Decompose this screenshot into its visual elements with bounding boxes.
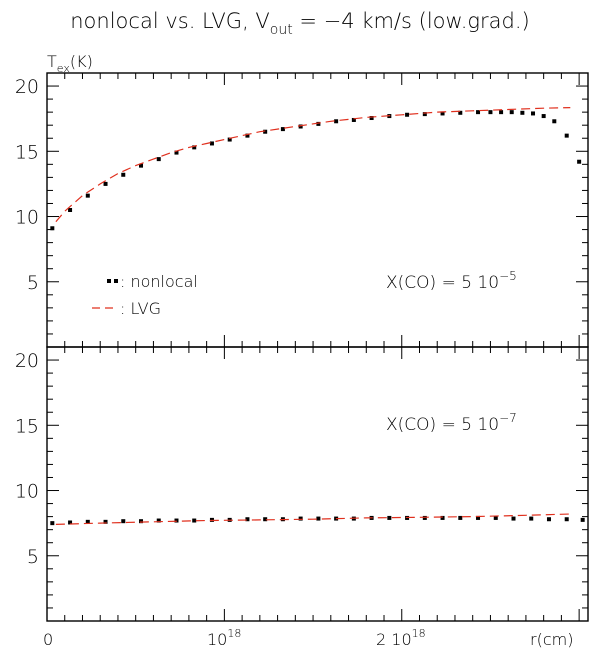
top-annotation-exp: −5 (499, 269, 517, 283)
top-nonlocal-point (68, 208, 73, 212)
x-tick-label-0: 0 (43, 630, 53, 649)
bottom-nonlocal-point (440, 515, 445, 520)
top-nonlocal-point (488, 110, 493, 115)
top-nonlocal-point (531, 111, 536, 116)
top-nonlocal-point (85, 193, 90, 198)
bottom-nonlocal-point (245, 517, 250, 522)
top-nonlocal-point (552, 119, 557, 124)
top-nonlocal-point (369, 116, 374, 121)
top-nonlocal-point (298, 124, 303, 129)
legend-nonlocal-marker (107, 279, 118, 283)
top-nonlocal-point (121, 172, 126, 177)
bottom-nonlocal-point (564, 517, 569, 522)
top-nonlocal-point (50, 226, 55, 231)
bottom-nonlocal-point (458, 515, 463, 520)
top-y-tick-label-15: 15 (15, 141, 39, 163)
title-subscript: out (270, 22, 293, 38)
top-nonlocal-point (156, 157, 161, 162)
legend-nonlocal-label: : nonlocal (120, 272, 198, 291)
bottom-annotation-base: X(CO) = 5 10 (386, 415, 499, 435)
legend-lvg-label: : LVG (120, 299, 161, 318)
top-nonlocal-point (174, 150, 179, 155)
top-nonlocal-point (192, 145, 197, 150)
top-nonlocal-point (564, 133, 569, 138)
x-tick-label-1e18: 1018 (207, 627, 241, 649)
bottom-y-tick-label-20: 20 (15, 350, 39, 372)
top-nonlocal-point (577, 159, 582, 164)
bottom-nonlocal-point (529, 516, 534, 521)
top-nonlocal-point (476, 110, 481, 115)
top-y-tick-label-5: 5 (27, 272, 39, 294)
bottom-nonlocal-point (546, 517, 551, 522)
top-panel-annotation: X(CO) = 5 10−5 (386, 269, 517, 293)
bottom-panel-frame (46, 346, 589, 622)
top-nonlocal-point (458, 110, 463, 115)
chart-title: nonlocal vs. LVG, Vout = −4 km/s (low.gr… (70, 9, 529, 38)
top-nonlocal-point (280, 127, 285, 132)
top-nonlocal-point (520, 110, 525, 115)
bottom-annotation-exp: −7 (499, 411, 517, 425)
bottom-nonlocal-point (476, 515, 481, 520)
y-axis-label-sub: ex (57, 62, 70, 75)
top-nonlocal-point (227, 137, 232, 142)
top-nonlocal-point (103, 181, 108, 186)
top-nonlocal-point (316, 121, 321, 126)
title-prefix: nonlocal vs. LVG, V (70, 9, 270, 33)
top-nonlocal-point (139, 163, 144, 168)
top-nonlocal-point (245, 133, 250, 138)
x-tick-2-base: 2 10 (376, 630, 412, 649)
y-axis-label: Tex(K) (47, 52, 93, 75)
top-annotation-base: X(CO) = 5 10 (386, 273, 499, 293)
top-series-lvg-line (55, 107, 571, 223)
top-nonlocal-point (263, 129, 268, 134)
top-nonlocal-point (509, 110, 514, 115)
top-panel: 5 10 15 20 (15, 73, 588, 347)
bottom-nonlocal-point (156, 518, 161, 523)
top-nonlocal-point (499, 110, 504, 115)
x-tick-1-exp: 18 (227, 627, 241, 640)
bottom-nonlocal-point (174, 518, 179, 523)
bottom-nonlocal-point (580, 517, 585, 522)
legend: : nonlocal : LVG (92, 272, 198, 318)
bottom-nonlocal-point (85, 519, 90, 524)
y-axis-label-unit: (K) (70, 52, 93, 71)
top-nonlocal-point (405, 112, 410, 117)
top-nonlocal-point (334, 119, 339, 124)
title-suffix: = −4 km/s (low.grad.) (293, 9, 530, 33)
bottom-y-tick-label-5: 5 (27, 546, 39, 568)
top-y-tick-label-10: 10 (15, 207, 39, 229)
bottom-y-tick-label-10: 10 (15, 481, 39, 503)
x-tick-0-base: 0 (43, 630, 53, 649)
bottom-nonlocal-point (422, 515, 427, 520)
bottom-nonlocal-point (139, 519, 144, 524)
bottom-panel-annotation: X(CO) = 5 10−7 (386, 411, 517, 435)
top-nonlocal-point (541, 114, 546, 119)
bottom-nonlocal-point (298, 516, 303, 521)
x-tick-2-exp: 18 (412, 627, 426, 640)
bottom-nonlocal-point (316, 516, 321, 521)
x-tick-1-base: 10 (207, 630, 227, 649)
bottom-nonlocal-point (121, 519, 126, 524)
bottom-nonlocal-point (387, 515, 392, 520)
bottom-nonlocal-point (50, 521, 55, 526)
bottom-nonlocal-point (103, 519, 108, 524)
top-nonlocal-point (440, 111, 445, 116)
bottom-nonlocal-point (263, 517, 268, 522)
bottom-nonlocal-point (68, 520, 73, 525)
top-nonlocal-point (351, 117, 356, 122)
x-axis-label: r(cm) (530, 630, 573, 649)
bottom-series-lvg-line (55, 513, 571, 525)
bottom-nonlocal-point (192, 518, 197, 523)
top-nonlocal-point (209, 141, 214, 146)
top-nonlocal-point (422, 112, 427, 117)
x-tick-label-2e18: 2 1018 (376, 627, 426, 649)
top-y-tick-label-20: 20 (15, 76, 39, 98)
bottom-nonlocal-point (511, 516, 516, 521)
bottom-nonlocal-point (493, 515, 498, 520)
bottom-y-tick-label-15: 15 (15, 415, 39, 437)
bottom-panel: 5 10 15 20 (15, 347, 588, 621)
y-axis-label-main: T (47, 52, 57, 71)
